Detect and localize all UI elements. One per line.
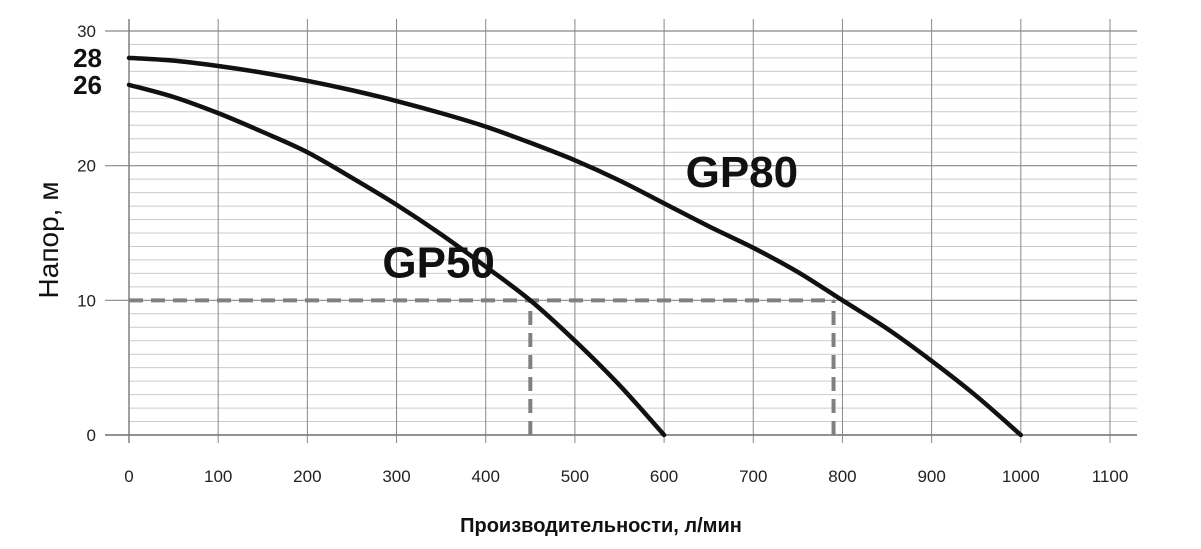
y-tick-label: 10 [77, 291, 96, 310]
x-tick-label: 400 [472, 467, 500, 486]
series-line-gp50 [126, 82, 667, 438]
y-highlight-tick-label: 26 [73, 70, 102, 100]
y-highlight-tick-label: 28 [73, 43, 102, 73]
series-label-gp50: GP50 [382, 238, 495, 287]
x-tick-label: 700 [739, 467, 767, 486]
major-grid [105, 19, 1137, 443]
x-tick-label: 200 [293, 467, 321, 486]
y-tick-label: 30 [77, 22, 96, 41]
series-line-gp80 [126, 55, 1024, 438]
dashed-guides [129, 298, 836, 435]
x-tick-label: 900 [917, 467, 945, 486]
x-axis-label: Производительности, л/мин [460, 515, 742, 537]
x-axis-ticks: 0 100 200 300 400 500 600 700 800 900 1000 1100 [124, 467, 1128, 486]
x-tick-label: 600 [650, 467, 678, 486]
y-tick-label: 0 [87, 426, 96, 445]
x-tick-label: 800 [828, 467, 856, 486]
x-tick-label: 500 [561, 467, 589, 486]
x-tick-label: 100 [204, 467, 232, 486]
x-tick-label: 1100 [1092, 467, 1129, 486]
x-tick-label: 1000 [1002, 467, 1040, 486]
y-tick-label: 20 [77, 157, 96, 176]
y-axis-label: Напор, м [33, 182, 64, 299]
x-tick-label: 300 [382, 467, 410, 486]
x-tick-label: 0 [124, 467, 133, 486]
y-axis-ticks: 0 10 20 30 [77, 22, 96, 445]
minor-grid [129, 43, 1137, 423]
series-label-gp80: GP80 [686, 148, 799, 197]
series-labels: GP50 GP80 [382, 148, 798, 287]
series-curves [126, 55, 1024, 438]
